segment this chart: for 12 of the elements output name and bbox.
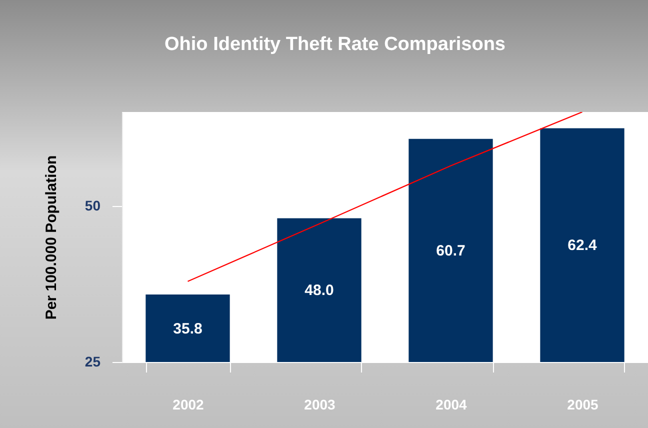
y-tick-label: 25 bbox=[84, 354, 101, 370]
data-label: 48.0 bbox=[304, 282, 334, 300]
x-tick-label: 2003 bbox=[304, 396, 336, 412]
chart-title: Ohio Identity Theft Rate Comparisons bbox=[164, 34, 506, 55]
y-tick-label: 50 bbox=[84, 197, 101, 214]
data-label: 60.7 bbox=[436, 242, 466, 260]
data-label: 35.8 bbox=[173, 320, 202, 338]
x-tick-label: 2005 bbox=[567, 396, 599, 412]
x-tick-label: 2002 bbox=[172, 396, 204, 412]
y-axis-title: Per 100.000 Population bbox=[42, 155, 60, 320]
x-tick-label: 2004 bbox=[436, 396, 468, 412]
data-label: 62.4 bbox=[568, 237, 598, 254]
